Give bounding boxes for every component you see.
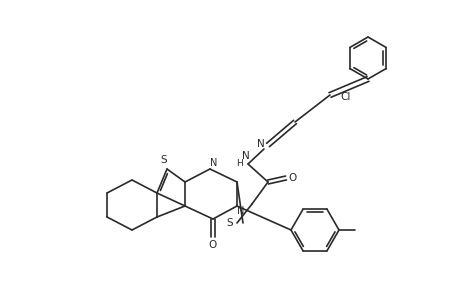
Text: N: N [210, 158, 217, 168]
Text: O: O [288, 173, 297, 183]
Text: H: H [236, 158, 243, 167]
Text: S: S [160, 155, 167, 165]
Text: N: N [257, 139, 264, 149]
Text: N: N [241, 151, 249, 161]
Text: Cl: Cl [340, 92, 350, 102]
Text: O: O [208, 240, 217, 250]
Text: S: S [226, 218, 233, 228]
Text: N: N [237, 206, 244, 216]
